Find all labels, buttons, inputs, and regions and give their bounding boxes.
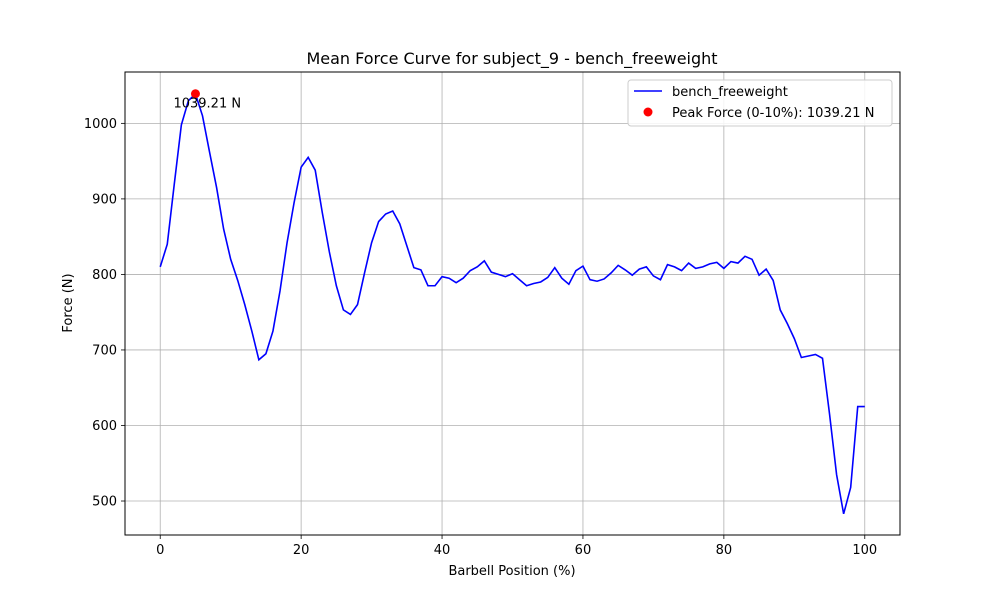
legend-marker-swatch (643, 107, 653, 117)
y-tick-label: 700 (92, 343, 117, 358)
y-axis-label: Force (N) (61, 273, 76, 332)
y-tick-label: 500 (92, 495, 117, 510)
legend-entry-series: bench_freeweight (672, 85, 788, 100)
plot-area-frame (124, 71, 901, 536)
x-axis-label: Barbell Position (%) (448, 564, 575, 579)
y-tick-label: 900 (92, 192, 117, 207)
y-tick-label: 1000 (84, 117, 117, 132)
x-tick-label: 40 (434, 543, 451, 558)
y-tick-label: 800 (92, 268, 117, 283)
legend: bench_freeweight Peak Force (0-10%): 103… (627, 79, 893, 127)
x-tick-label: 20 (293, 543, 310, 558)
axis-ticks: 0 20 40 60 80 100 500 600 700 800 900 1000 (84, 117, 877, 558)
peak-force-annotation: 1039.21 N (173, 97, 241, 112)
x-tick-label: 80 (716, 543, 733, 558)
legend-box (627, 79, 893, 127)
chart-title: Mean Force Curve for subject_9 - bench_f… (306, 49, 717, 69)
legend-entry-peak: Peak Force (0-10%): 1039.21 N (672, 106, 874, 121)
series-line-bench-freeweight (159, 92, 865, 515)
x-tick-label: 60 (575, 543, 592, 558)
peak-force-marker (190, 89, 200, 99)
y-tick-label: 600 (92, 419, 117, 434)
x-tick-label: 100 (852, 543, 877, 558)
x-tick-label: 0 (156, 543, 164, 558)
